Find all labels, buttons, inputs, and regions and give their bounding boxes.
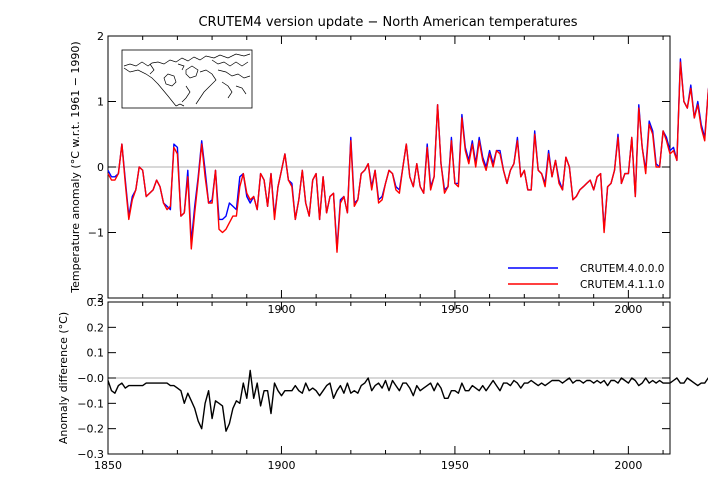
y-tick-label: −2 <box>88 292 104 305</box>
bottom-axes: 1850 1900 1950 2000 −0.3 −0.2 −0.1 −0.0 0.1 0.2 0.… <box>77 296 670 472</box>
inset-map <box>121 49 253 109</box>
y-tick-label: 0.1 <box>87 347 105 360</box>
x-tick-label: 1950 <box>441 459 469 472</box>
y-tick-label: 2 <box>97 30 104 43</box>
bottom-y-axis-label: Anomaly difference (°C) <box>57 312 70 444</box>
x-tick-label: 1900 <box>267 459 295 472</box>
map-coastline-icon <box>123 53 251 107</box>
y-tick-label: −0.1 <box>77 397 104 410</box>
y-tick-label: 0.2 <box>87 321 105 334</box>
legend: CRUTEM.4.0.0.0 CRUTEM.4.1.1.0 <box>508 263 665 291</box>
legend-label-crutem-4000: CRUTEM.4.0.0.0 <box>580 263 665 275</box>
x-tick-label: 2000 <box>614 459 642 472</box>
top-y-axis-label: Temperature anomaly (°C w.r.t. 1961 − 19… <box>69 41 82 293</box>
y-tick-label: −0.3 <box>77 448 104 461</box>
legend-label-crutem-4110: CRUTEM.4.1.1.0 <box>580 279 665 291</box>
top-series-group <box>107 58 708 253</box>
x-tick-label: 1850 <box>94 459 122 472</box>
series-line-crutem-4110 <box>107 61 708 253</box>
bottom-series-group <box>107 369 708 432</box>
chart-title: CRUTEM4 version update − North American … <box>198 15 577 30</box>
y-tick-label: 1 <box>97 96 104 109</box>
y-tick-label: 0 <box>97 161 104 174</box>
y-tick-label: −0.0 <box>77 372 104 385</box>
y-tick-label: −1 <box>88 227 104 240</box>
series-line-anomaly-difference <box>107 369 708 432</box>
y-tick-label: 0.3 <box>87 296 105 309</box>
y-tick-label: −0.2 <box>77 423 104 436</box>
